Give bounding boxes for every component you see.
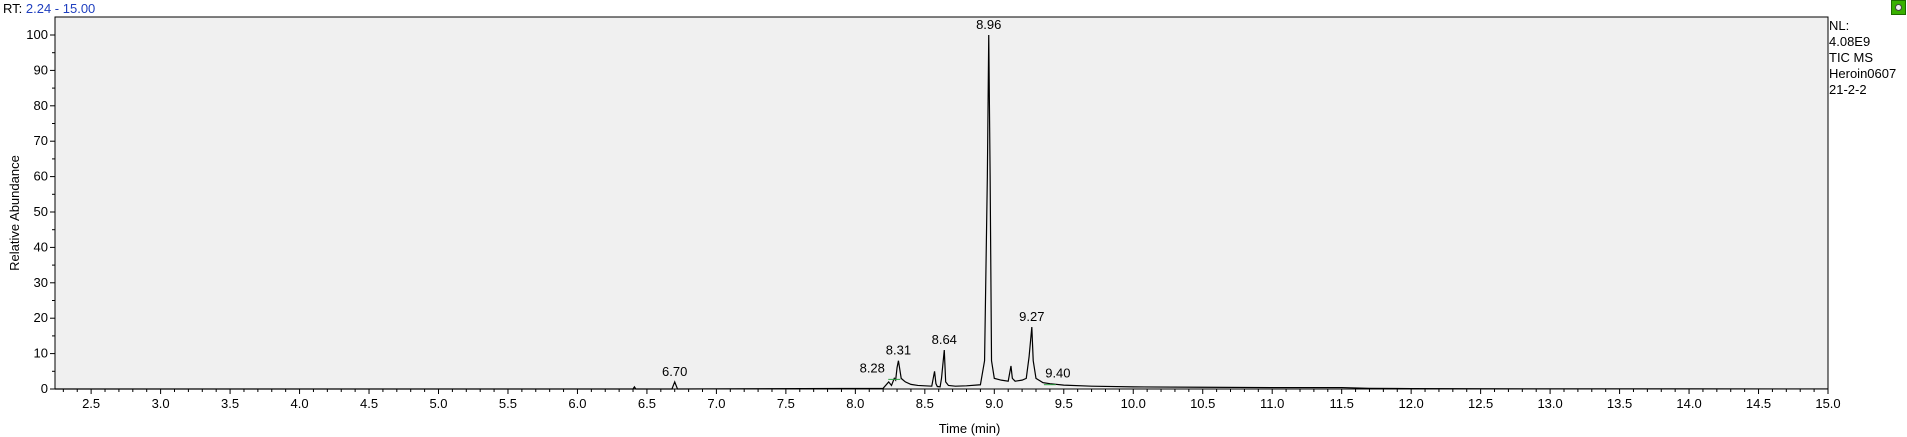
y-axis: 0 10 20 30 40 50 60 70 80 90 100 <box>26 27 55 396</box>
info-line-nl-value: 4.08E9 <box>1829 34 1871 49</box>
y-tick-label: 100 <box>26 27 48 42</box>
info-line-nl: NL: <box>1829 18 1850 33</box>
peak-label: 8.64 <box>932 332 957 347</box>
x-tick-label: 10.0 <box>1121 396 1146 411</box>
x-tick-label: 6.0 <box>568 396 586 411</box>
peak-label: 8.96 <box>976 17 1001 32</box>
x-tick-label: 4.5 <box>360 396 378 411</box>
x-tick-label: 12.0 <box>1398 396 1423 411</box>
x-tick-label: 7.5 <box>777 396 795 411</box>
x-tick-label: 3.5 <box>221 396 239 411</box>
y-tick-label: 70 <box>34 133 48 148</box>
rt-range-readout: RT: 2.24 - 15.00 <box>3 1 95 16</box>
x-tick-label: 15.0 <box>1815 396 1840 411</box>
peak-label: 8.31 <box>886 343 911 358</box>
peak-label: 9.27 <box>1019 309 1044 324</box>
info-line-sample-id: 21-2-2 <box>1829 82 1867 97</box>
info-line-filename: Heroin0607 <box>1829 66 1897 81</box>
x-tick-label: 13.0 <box>1537 396 1562 411</box>
peak-labels: 6.70 8.288.31 8.64 8.96 9.27 9.40 <box>662 17 1071 386</box>
y-tick-label: 10 <box>34 346 48 361</box>
y-tick-label: 90 <box>34 62 48 77</box>
peak-label: 6.70 <box>662 364 687 379</box>
y-tick-label: 80 <box>34 98 48 113</box>
plot-area <box>54 16 1829 390</box>
x-tick-label: 5.0 <box>429 396 447 411</box>
x-tick-label: 3.0 <box>152 396 170 411</box>
trace-info-panel: NL: 4.08E9 TIC MS Heroin0607 21-2-2 <box>1829 18 1896 98</box>
y-tick-label: 40 <box>34 239 48 254</box>
rt-prefix: RT: <box>3 1 23 16</box>
x-tick-label: 9.5 <box>1055 396 1073 411</box>
y-axis-title: Relative Abundance <box>7 155 22 271</box>
x-axis-title: Time (min) <box>939 421 1001 436</box>
y-tick-label: 50 <box>34 204 48 219</box>
x-tick-label: 10.5 <box>1190 396 1215 411</box>
x-tick-label: 8.5 <box>916 396 934 411</box>
y-tick-label: 20 <box>34 310 48 325</box>
pin-toggle-icon[interactable] <box>1891 0 1906 15</box>
peak-label: 8.28 <box>860 360 885 375</box>
y-tick-label: 30 <box>34 275 48 290</box>
x-tick-label: 7.0 <box>707 396 725 411</box>
x-tick-label: 6.5 <box>638 396 656 411</box>
x-tick-label: 4.0 <box>291 396 309 411</box>
info-line-scan-type: TIC MS <box>1829 50 1874 65</box>
x-tick-label: 2.5 <box>82 396 100 411</box>
x-axis: 2.5 3.0 3.5 4.0 4.5 5.0 5.5 6.0 6.5 7.0 7.5 8.0 8.5 9… <box>62 389 1841 411</box>
x-tick-label: 11.0 <box>1260 396 1284 411</box>
rt-range-value: 2.24 - 15.00 <box>25 1 96 16</box>
tic-trace-line <box>55 34 1829 390</box>
x-tick-label: 9.0 <box>985 396 1003 411</box>
x-tick-label: 8.0 <box>846 396 864 411</box>
x-tick-label: 14.0 <box>1676 396 1701 411</box>
peak-label: 9.40 <box>1045 366 1070 381</box>
x-tick-label: 14.5 <box>1746 396 1771 411</box>
x-tick-label: 11.5 <box>1330 396 1354 411</box>
x-tick-label: 5.5 <box>499 396 517 411</box>
x-tick-label: 12.5 <box>1468 396 1493 411</box>
x-tick-label: 13.5 <box>1607 396 1632 411</box>
y-tick-label: 0 <box>41 381 48 396</box>
y-tick-label: 60 <box>34 169 48 184</box>
